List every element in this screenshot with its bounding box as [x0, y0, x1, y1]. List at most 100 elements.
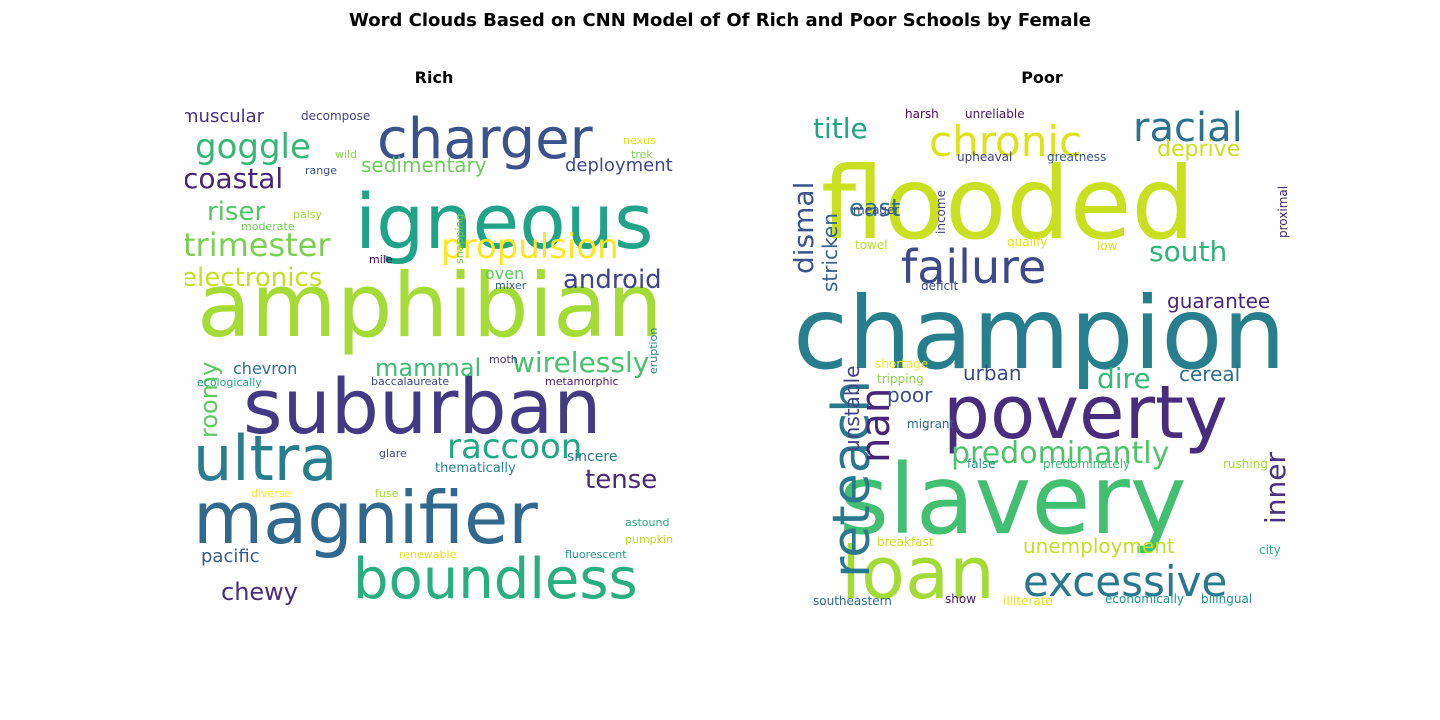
word-trek: trek — [631, 148, 653, 161]
poor-panel-title: Poor — [1021, 68, 1063, 87]
word-excessive: excessive — [1023, 557, 1227, 606]
word-snapping: snapping — [453, 214, 466, 264]
word-renewable: renewable — [399, 548, 457, 561]
word-ecologically: ecologically — [197, 376, 262, 389]
word-urban: urban — [963, 361, 1022, 385]
word-range: range — [305, 164, 337, 177]
word-raccoon: raccoon — [447, 427, 582, 467]
word-trimester: trimester — [185, 226, 331, 264]
word-charger: charger — [377, 107, 594, 172]
word-reteach: reteach — [822, 380, 882, 578]
word-metamorphic: metamorphic — [545, 375, 619, 388]
word-unemployment: unemployment — [1023, 534, 1175, 558]
word-poor: poor — [887, 383, 933, 407]
word-breakfast: breakfast — [877, 535, 934, 549]
word-diverse: diverse — [251, 487, 292, 500]
word-predominantly: predominantly — [951, 436, 1169, 471]
word-baccalaureate: baccalaureate — [371, 375, 449, 388]
word-east: east — [849, 194, 900, 222]
word-illiterate: illiterate — [1003, 594, 1053, 608]
word-loan: loan — [841, 531, 995, 615]
word-champion: champion — [793, 275, 1286, 392]
word-inner: inner — [1259, 452, 1292, 524]
word-tripping: tripping — [877, 372, 924, 386]
word-cereal: cereal — [1179, 362, 1240, 386]
word-nan: nan — [853, 388, 899, 463]
word-city: city — [1259, 543, 1281, 557]
word-coastal: coastal — [185, 162, 283, 195]
word-racial: racial — [1133, 105, 1243, 151]
word-flooded: flooded — [821, 145, 1195, 262]
figure-title: Word Clouds Based on CNN Model of Of Ric… — [349, 10, 1091, 31]
word-towel: towel — [855, 238, 888, 252]
word-show: show — [945, 592, 976, 606]
word-nexus: nexus — [623, 134, 656, 147]
word-amphibian: amphibian — [197, 254, 663, 357]
word-fuse: fuse — [375, 487, 399, 500]
word-unstable: unstable — [840, 366, 864, 452]
word-decompose: decompose — [301, 109, 370, 123]
word-riser: riser — [207, 197, 265, 227]
word-economically: economically — [1105, 592, 1184, 606]
word-tense: tense — [585, 465, 657, 495]
word-suburban: suburban — [243, 362, 601, 451]
word-dismal: dismal — [793, 182, 820, 274]
word-proximal: proximal — [1276, 186, 1290, 238]
word-deficit: deficit — [921, 279, 958, 293]
word-title: title — [813, 112, 868, 145]
word-mixer: mixer — [495, 279, 527, 292]
word-migrant: migrant — [907, 417, 955, 431]
word-electronics: electronics — [185, 263, 322, 293]
word-pumpkin: pumpkin — [625, 533, 673, 546]
word-moth: moth — [489, 353, 518, 366]
word-palsy: palsy — [293, 208, 323, 221]
rich-panel-title: Rich — [414, 68, 454, 87]
word-bilingual: bilingual — [1201, 592, 1252, 606]
word-failure: failure — [901, 240, 1046, 294]
word-unreliable: unreliable — [965, 107, 1025, 121]
word-ultra: ultra — [193, 422, 337, 495]
word-qualify: qualify — [1007, 235, 1047, 249]
word-chewy: chewy — [221, 578, 298, 606]
word-mammal: mammal — [375, 354, 481, 382]
word-android: android — [563, 265, 662, 295]
word-predominately: predominately — [1043, 457, 1130, 471]
word-astound: astound — [625, 516, 669, 529]
word-eruption: eruption — [647, 328, 660, 374]
word-sedimentary: sedimentary — [361, 153, 487, 177]
word-igneous: igneous — [355, 177, 654, 266]
word-wirelessly: wirelessly — [512, 346, 649, 379]
word-thematically: thematically — [435, 461, 516, 476]
word-moderate: moderate — [241, 220, 295, 233]
word-deployment: deployment — [565, 155, 673, 176]
word-poverty: poverty — [943, 370, 1228, 456]
word-chronic: chronic — [929, 117, 1082, 166]
word-wild: wild — [335, 148, 357, 161]
word-goggle: goggle — [195, 127, 311, 167]
word-propulsion: propulsion — [441, 227, 619, 267]
word-sincere: sincere — [567, 449, 617, 465]
word-low: low — [1097, 239, 1118, 253]
word-rushing: rushing — [1223, 457, 1268, 471]
word-roomy: roomy — [195, 362, 223, 438]
word-guarantee: guarantee — [1167, 289, 1270, 313]
word-dire: dire — [1097, 362, 1151, 395]
word-chevron: chevron — [233, 359, 297, 378]
word-pacific: pacific — [201, 546, 260, 567]
word-mile: mile — [369, 253, 393, 266]
word-stricken: stricken — [818, 213, 842, 292]
word-magnifier: magnifier — [193, 476, 538, 560]
word-meager: meager — [853, 203, 899, 217]
word-oven: oven — [485, 264, 524, 283]
word-false: false — [967, 457, 996, 471]
word-harsh: harsh — [905, 107, 939, 121]
word-south: south — [1149, 235, 1227, 268]
word-slavery: slavery — [839, 444, 1187, 556]
word-deprive: deprive — [1157, 137, 1240, 162]
word-greatness: greatness — [1047, 150, 1106, 164]
word-muscular: muscular — [185, 106, 265, 127]
word-southeastern: southeastern — [813, 594, 892, 608]
word-shortage: shortage — [875, 357, 928, 371]
